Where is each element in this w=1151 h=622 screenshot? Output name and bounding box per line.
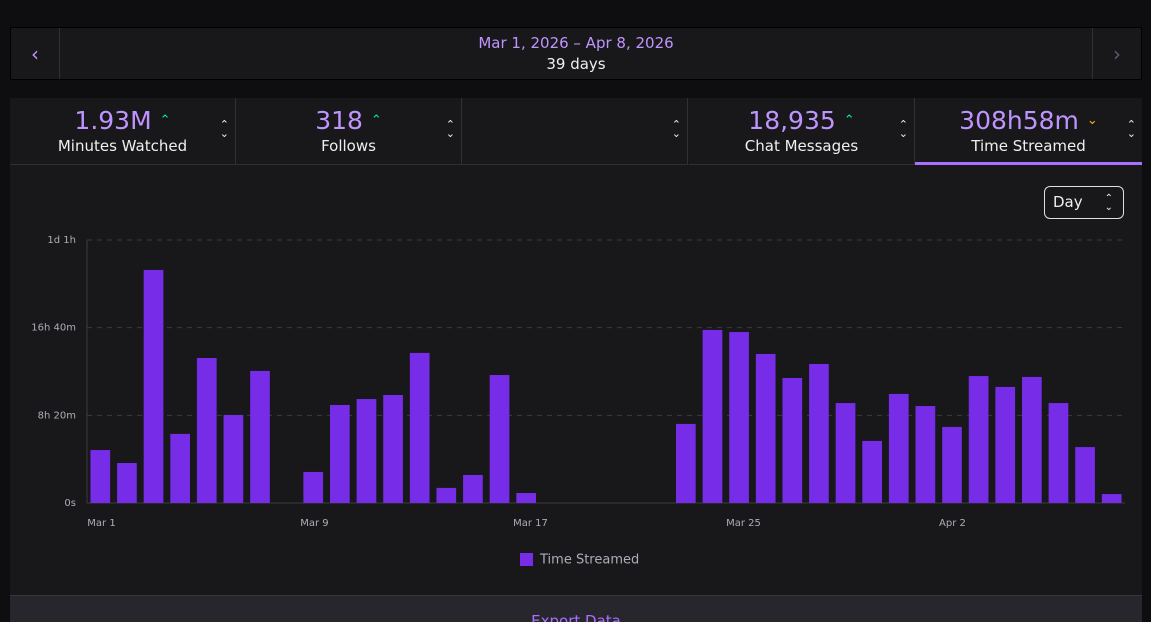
bar (196, 357, 217, 503)
bar (915, 406, 936, 503)
select-icon: ⌃ ⌄ (1104, 193, 1113, 213)
x-tick-label: Mar 25 (726, 518, 761, 529)
sort-icon: ⌃ ⌄ (219, 118, 229, 140)
bar (835, 403, 856, 503)
stat-number: 18,935 (748, 106, 836, 135)
bar (170, 433, 191, 503)
stat-tile[interactable]: 1.93M ⌃ Minutes Watched ⌃ ⌄ (10, 98, 236, 165)
chart: 0s 8h 20m 16h 40m 1d 1h Mar 1 Mar 9 Mar 17 Mar … (31, 235, 1125, 568)
date-range: Mar 1, 2026 – Apr 8, 2026 (478, 34, 674, 52)
stat-value: 308h58m ⌄ (915, 106, 1142, 135)
trend-arrow: ⌃ (159, 113, 171, 128)
bar (356, 399, 377, 503)
stat-number: 308h58m (959, 106, 1079, 135)
next-button[interactable]: › (1092, 28, 1141, 79)
bar (968, 376, 989, 503)
trend-arrow: ⌃ (370, 113, 382, 128)
legend-label: Time Streamed (539, 553, 639, 568)
stat-label: Minutes Watched (57, 137, 188, 155)
trend-arrow: ⌄ (1086, 113, 1098, 128)
y-tick-label: 0s (64, 498, 76, 509)
export-label: Export Data (531, 612, 621, 622)
day-count: 39 days (546, 55, 606, 73)
interval-select[interactable]: Day ⌃ ⌄ (1044, 186, 1124, 219)
bar (90, 450, 111, 503)
stat-number: 1.93M (74, 106, 152, 135)
bar (329, 404, 350, 503)
bar (942, 426, 962, 503)
x-tick-label: Mar 17 (513, 518, 548, 529)
x-tick-label: Mar 1 (87, 518, 115, 529)
bar (1101, 494, 1122, 503)
bar (782, 377, 803, 503)
bar (702, 329, 723, 503)
export-bar[interactable]: Export Data (10, 595, 1142, 622)
bar (409, 352, 430, 503)
stat-tile[interactable]: 18,935 ⌃ Chat Messages ⌃ ⌄ (689, 98, 915, 165)
bar (516, 493, 537, 503)
sort-icon: ⌃ ⌄ (671, 118, 681, 140)
bar (1075, 447, 1095, 503)
stat-value: 18,935 ⌃ (689, 106, 914, 135)
bar (809, 363, 829, 503)
stat-tile[interactable]: 318 ⌃ Follows ⌃ ⌄ (236, 98, 462, 165)
stat-label: Time Streamed (971, 137, 1086, 155)
legend-swatch (520, 553, 533, 566)
stat-tile[interactable]: ⌃ ⌄ (462, 98, 688, 165)
bar (888, 393, 909, 503)
y-tick-label: 16h 40m (31, 323, 76, 334)
bar (436, 487, 457, 503)
bar (489, 375, 510, 503)
bar (862, 440, 883, 503)
sort-icon: ⌃ ⌄ (898, 118, 908, 140)
y-tick-label: 1d 1h (47, 235, 76, 246)
bar (143, 269, 164, 503)
trend-arrow: ⌃ (843, 113, 855, 128)
sort-icon: ⌃ ⌄ (445, 118, 455, 140)
bar (755, 353, 776, 503)
stat-label: Follows (321, 137, 376, 155)
bar (1021, 376, 1042, 503)
y-tick-label: 8h 20m (38, 410, 76, 421)
bar (303, 471, 324, 503)
bar (995, 386, 1016, 503)
bar (463, 474, 483, 503)
bar (1048, 403, 1069, 503)
date-header: ‹ Mar 1, 2026 – Apr 8, 2026 39 days › (10, 27, 1142, 80)
bar (250, 370, 270, 503)
prev-button[interactable]: ‹ (11, 28, 60, 79)
bar (223, 414, 244, 503)
bar (675, 423, 696, 503)
sort-icon: ⌃ ⌄ (1126, 118, 1136, 140)
x-tick-label: Apr 2 (939, 518, 966, 529)
stat-number: 318 (315, 106, 363, 135)
interval-value: Day (1053, 193, 1083, 211)
stat-tile[interactable]: 308h58m ⌄ Time Streamed ⌃ ⌄ (915, 98, 1142, 165)
stat-value: 318 ⌃ (236, 106, 461, 135)
x-tick-label: Mar 9 (300, 518, 328, 529)
bar (383, 394, 403, 503)
bar (117, 463, 137, 503)
bar (729, 332, 749, 503)
stat-label: Chat Messages (744, 137, 859, 155)
stat-value: 1.93M ⌃ (10, 106, 235, 135)
